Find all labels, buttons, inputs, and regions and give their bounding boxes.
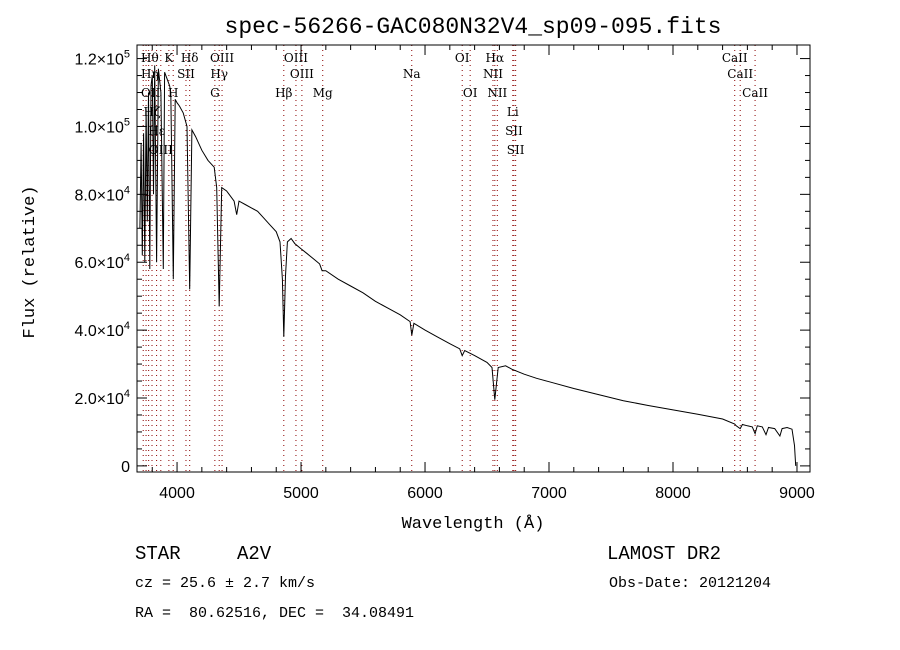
redshift-cz: cz = 25.6 ± 2.7 km/s (135, 575, 316, 592)
line-marker-label: Li (507, 105, 519, 119)
y-axis-label: Flux (relative) (21, 185, 40, 338)
spectrum-line (139, 65, 797, 466)
line-marker-label: CaII (727, 67, 753, 81)
line-marker-label: OIII (284, 51, 308, 65)
line-marker-label: SII (177, 67, 195, 81)
line-marker-label: Hζ (144, 105, 161, 119)
subclass: A2V (237, 543, 272, 565)
line-marker-label: NII (487, 86, 507, 100)
y-tick-label: 1.0×105 (74, 116, 130, 136)
line-marker-label: SII (505, 124, 523, 138)
y-tick-label: 8.0×104 (74, 184, 130, 204)
line-marker-label: OIII (149, 143, 173, 157)
plot-frame (136, 44, 811, 473)
x-tick-label: 7000 (531, 485, 567, 502)
line-marker-label: H (168, 86, 178, 100)
line-marker-label: OII (141, 86, 161, 100)
line-marker-label: Hβ (275, 86, 292, 100)
line-marker-label: NII (483, 67, 503, 81)
chart-title: spec-56266-GAC080N32V4_sp09-095.fits (225, 14, 722, 40)
obs-date: Obs-Date: 20121204 (609, 575, 772, 592)
y-tick-label: 6.0×104 (74, 252, 130, 272)
x-tick-label: 4000 (159, 485, 195, 502)
line-marker-label: Na (403, 67, 421, 81)
object-class: STAR (135, 543, 181, 565)
line-marker-label: Hε (148, 124, 165, 138)
line-marker-label: Hα (486, 51, 505, 65)
line-marker-label: OI (463, 86, 478, 100)
line-marker-label: OI (455, 51, 470, 65)
x-tick-label: 6000 (407, 485, 443, 502)
line-marker-label: OIII (210, 51, 234, 65)
x-tick-label: 8000 (655, 485, 691, 502)
line-marker-label: Hδ (181, 51, 199, 65)
line-marker-label: CaII (722, 51, 748, 65)
line-marker-label: Hγ (210, 67, 228, 81)
line-marker-label: G (210, 86, 220, 100)
y-tick-label: 1.2×105 (74, 49, 130, 69)
x-tick-label: 9000 (779, 485, 815, 502)
y-tick-label: 0 (121, 459, 130, 476)
line-marker-label: Hη (141, 67, 159, 81)
survey-name: LAMOST DR2 (607, 543, 722, 565)
line-marker-label: SII (507, 143, 525, 157)
line-marker-label: K (164, 51, 174, 65)
y-tick-label: 4.0×104 (74, 320, 130, 340)
line-marker-label: Mg (313, 86, 333, 100)
line-marker-label: Hθ (141, 51, 159, 65)
line-marker-label: CaII (742, 86, 768, 100)
x-axis-label: Wavelength (Å) (402, 515, 545, 534)
y-tick-label: 2.0×104 (74, 388, 130, 408)
line-marker-label: OIII (290, 67, 314, 81)
ra-dec-coords: RA = 80.62516, DEC = 34.08491 (135, 605, 415, 622)
x-tick-label: 5000 (283, 485, 319, 502)
